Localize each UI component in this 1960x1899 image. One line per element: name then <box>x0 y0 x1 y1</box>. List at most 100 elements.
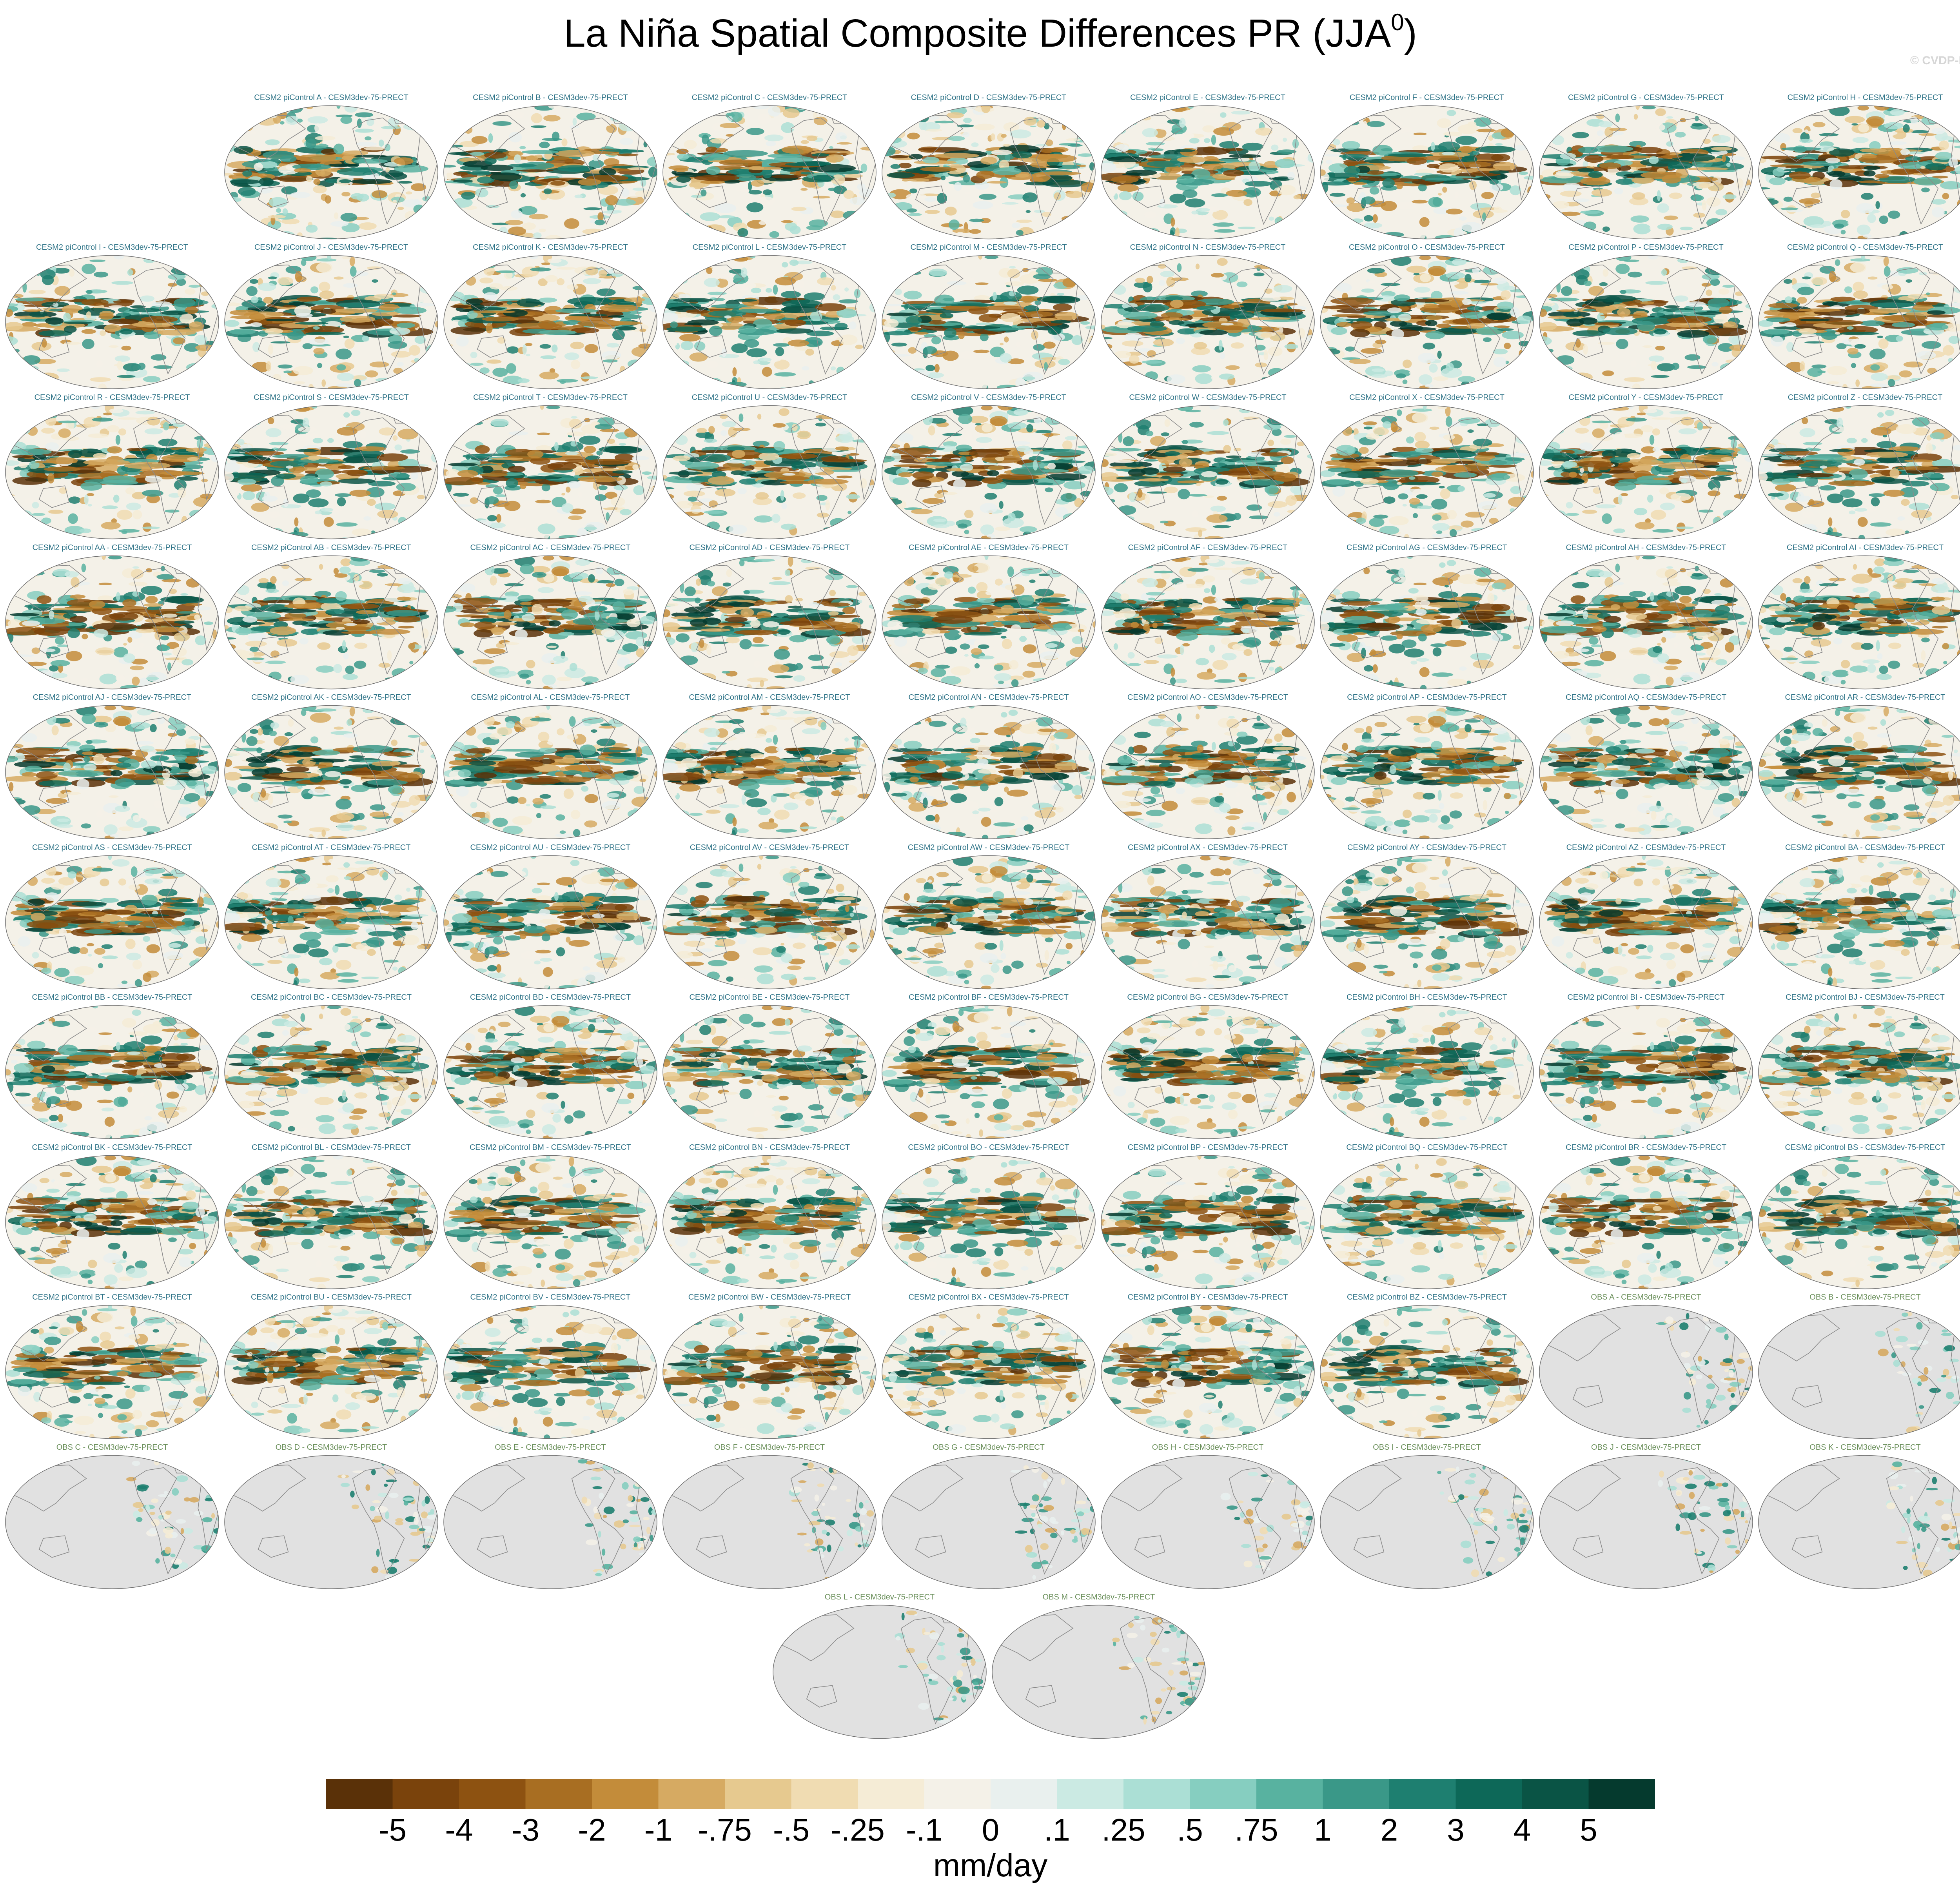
field-blob <box>633 485 645 496</box>
field-blob <box>686 107 695 116</box>
field-blob <box>1225 365 1240 370</box>
field-blob <box>1221 323 1234 326</box>
field-blob <box>140 295 155 302</box>
field-blob <box>596 450 603 456</box>
map-field <box>444 255 657 389</box>
field-blob <box>1521 281 1534 288</box>
field-blob <box>568 515 583 520</box>
field-blob <box>1191 211 1198 215</box>
field-blob <box>1025 210 1031 213</box>
field-blob <box>1325 160 1332 164</box>
field-blob <box>306 489 321 498</box>
field-blob <box>751 287 761 294</box>
field-blob <box>257 186 273 194</box>
field-blob <box>444 520 452 525</box>
field-blob <box>725 381 747 387</box>
field-blob <box>882 211 886 222</box>
field-blob <box>815 238 824 239</box>
field-blob <box>1559 368 1566 372</box>
field-blob <box>870 385 876 389</box>
field-blob <box>1727 255 1741 262</box>
field-blob <box>1948 336 1960 344</box>
field-blob <box>1211 135 1216 145</box>
field-blob <box>470 152 485 156</box>
field-blob <box>891 342 907 347</box>
field-blob <box>269 197 288 208</box>
field-blob <box>735 174 756 181</box>
field-blob <box>1012 151 1033 158</box>
panel-title: CESM2 piControl Q - CESM3dev-75-PRECT <box>1758 243 1960 252</box>
field-blob <box>663 105 682 111</box>
field-blob <box>874 210 876 220</box>
field-blob <box>1283 138 1287 142</box>
field-blob <box>177 476 198 481</box>
field-blob <box>620 258 633 263</box>
field-blob <box>702 134 709 145</box>
field-blob <box>1869 141 1881 151</box>
field-blob <box>897 227 917 235</box>
field-blob <box>753 360 760 365</box>
field-blob <box>1642 105 1656 109</box>
field-blob <box>1648 355 1664 362</box>
field-blob <box>1149 105 1154 110</box>
field-blob <box>5 421 27 425</box>
field-blob <box>751 180 764 187</box>
field-blob <box>762 367 772 377</box>
field-blob <box>1050 320 1071 324</box>
field-blob <box>118 428 127 436</box>
field-blob <box>1081 227 1095 234</box>
field-blob <box>649 384 656 389</box>
field-blob <box>1722 285 1735 288</box>
field-blob <box>93 453 107 459</box>
field-blob <box>201 291 209 296</box>
field-blob <box>522 344 527 355</box>
field-blob <box>1797 287 1814 296</box>
field-blob <box>1287 109 1295 112</box>
field-blob <box>1759 237 1771 239</box>
field-blob <box>1718 288 1730 295</box>
field-blob <box>450 437 457 440</box>
field-blob <box>296 313 313 318</box>
field-blob <box>882 260 896 267</box>
field-blob <box>1884 122 1904 129</box>
field-blob <box>1345 346 1355 352</box>
field-blob <box>5 405 11 412</box>
field-blob <box>1578 147 1598 154</box>
field-blob <box>16 261 28 270</box>
field-blob <box>1887 141 1907 145</box>
field-blob <box>491 222 510 225</box>
field-blob <box>227 277 241 288</box>
field-blob <box>1909 378 1931 382</box>
field-blob <box>446 469 461 478</box>
field-blob <box>297 118 303 123</box>
field-blob <box>25 533 37 539</box>
field-blob <box>1759 129 1768 138</box>
field-blob <box>759 221 767 225</box>
field-blob <box>358 222 377 230</box>
field-blob <box>531 113 543 123</box>
field-blob <box>416 271 436 281</box>
field-blob <box>391 314 422 318</box>
field-blob <box>1446 209 1463 215</box>
field-blob <box>268 511 280 518</box>
field-blob <box>1493 277 1507 284</box>
field-blob <box>1654 329 1667 335</box>
field-blob <box>278 175 310 183</box>
field-blob <box>397 524 402 530</box>
field-blob <box>1642 345 1653 348</box>
field-blob <box>444 504 453 513</box>
coastline <box>915 335 946 358</box>
coastline <box>352 117 405 225</box>
field-blob <box>490 172 521 181</box>
field-blob <box>691 225 697 234</box>
field-blob <box>627 167 648 170</box>
field-blob <box>688 187 696 193</box>
field-blob <box>230 208 235 216</box>
field-blob <box>304 301 336 304</box>
field-blob <box>1803 216 1824 227</box>
field-blob <box>1491 154 1510 162</box>
field-blob <box>509 180 518 189</box>
field-blob <box>480 301 504 307</box>
field-blob <box>683 229 694 236</box>
field-blob <box>942 350 959 361</box>
